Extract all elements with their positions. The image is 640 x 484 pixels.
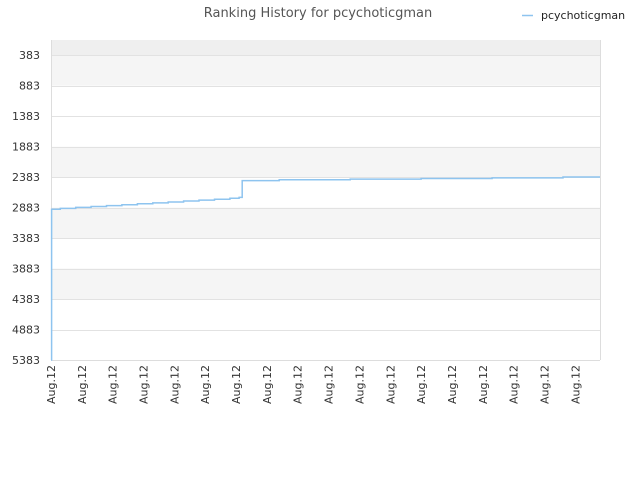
series-layer (50, 176, 600, 361)
y-tick-label: 3383 (12, 232, 40, 245)
y-tick-label: 383 (19, 49, 40, 62)
y-tick-label: 2383 (12, 171, 40, 184)
plot-band (51, 40, 600, 56)
plot-band (51, 85, 600, 117)
y-tick-label: 883 (19, 80, 40, 93)
x-tick-label: Aug.12 (446, 365, 459, 404)
series-line (50, 176, 600, 361)
legend[interactable]: pcychoticgman (522, 9, 625, 22)
y-tick-label: 2883 (12, 202, 40, 215)
legend-label: pcychoticgman (541, 9, 625, 22)
x-tick-label: Aug.12 (107, 365, 120, 404)
plot-bands (51, 40, 600, 360)
plot-band (51, 177, 600, 208)
x-tick-label: Aug.12 (569, 365, 582, 404)
x-tick-label: Aug.12 (508, 365, 521, 404)
y-tick-label: 1883 (12, 141, 40, 154)
x-tick-label: Aug.12 (323, 365, 336, 404)
x-tick-label: Aug.12 (353, 365, 366, 404)
plot-band (51, 238, 600, 269)
x-tick-label: Aug.12 (384, 365, 397, 404)
x-tick-label: Aug.12 (415, 365, 428, 404)
x-tick-label: Aug.12 (538, 365, 551, 404)
x-tick-label: Aug.12 (230, 365, 243, 404)
x-tick-label: Aug.12 (45, 365, 58, 404)
x-tick-label: Aug.12 (138, 365, 151, 404)
y-tick-label: 4883 (12, 324, 40, 337)
chart-title: Ranking History for pcychoticgman (204, 6, 433, 21)
x-tick-label: Aug.12 (199, 365, 212, 404)
y-tick-label: 4383 (12, 293, 40, 306)
y-axis-ticks: 383 883 1383 1883 2383 2883 3383 3883 4383 4883 53… (12, 49, 40, 367)
x-tick-label: Aug.12 (477, 365, 490, 404)
plot-band (51, 299, 600, 330)
plot-band (51, 146, 600, 178)
x-tick-label: Aug.12 (76, 365, 89, 404)
plot-band (51, 116, 600, 147)
x-tick-label: Aug.12 (292, 365, 305, 404)
y-tick-label: 3883 (12, 263, 40, 276)
plot-band (51, 55, 600, 86)
x-tick-label: Aug.12 (261, 365, 274, 404)
plot-band (51, 207, 600, 239)
y-tick-label: 5383 (12, 354, 40, 367)
y-tick-label: 1383 (12, 110, 40, 123)
x-axis-ticks: Aug.12 Aug.12 Aug.12 Aug.12 Aug.12 Aug.12 Aug.… (45, 365, 582, 404)
plot-band (51, 268, 600, 300)
plot-band (51, 329, 600, 360)
x-tick-label: Aug.12 (168, 365, 181, 404)
